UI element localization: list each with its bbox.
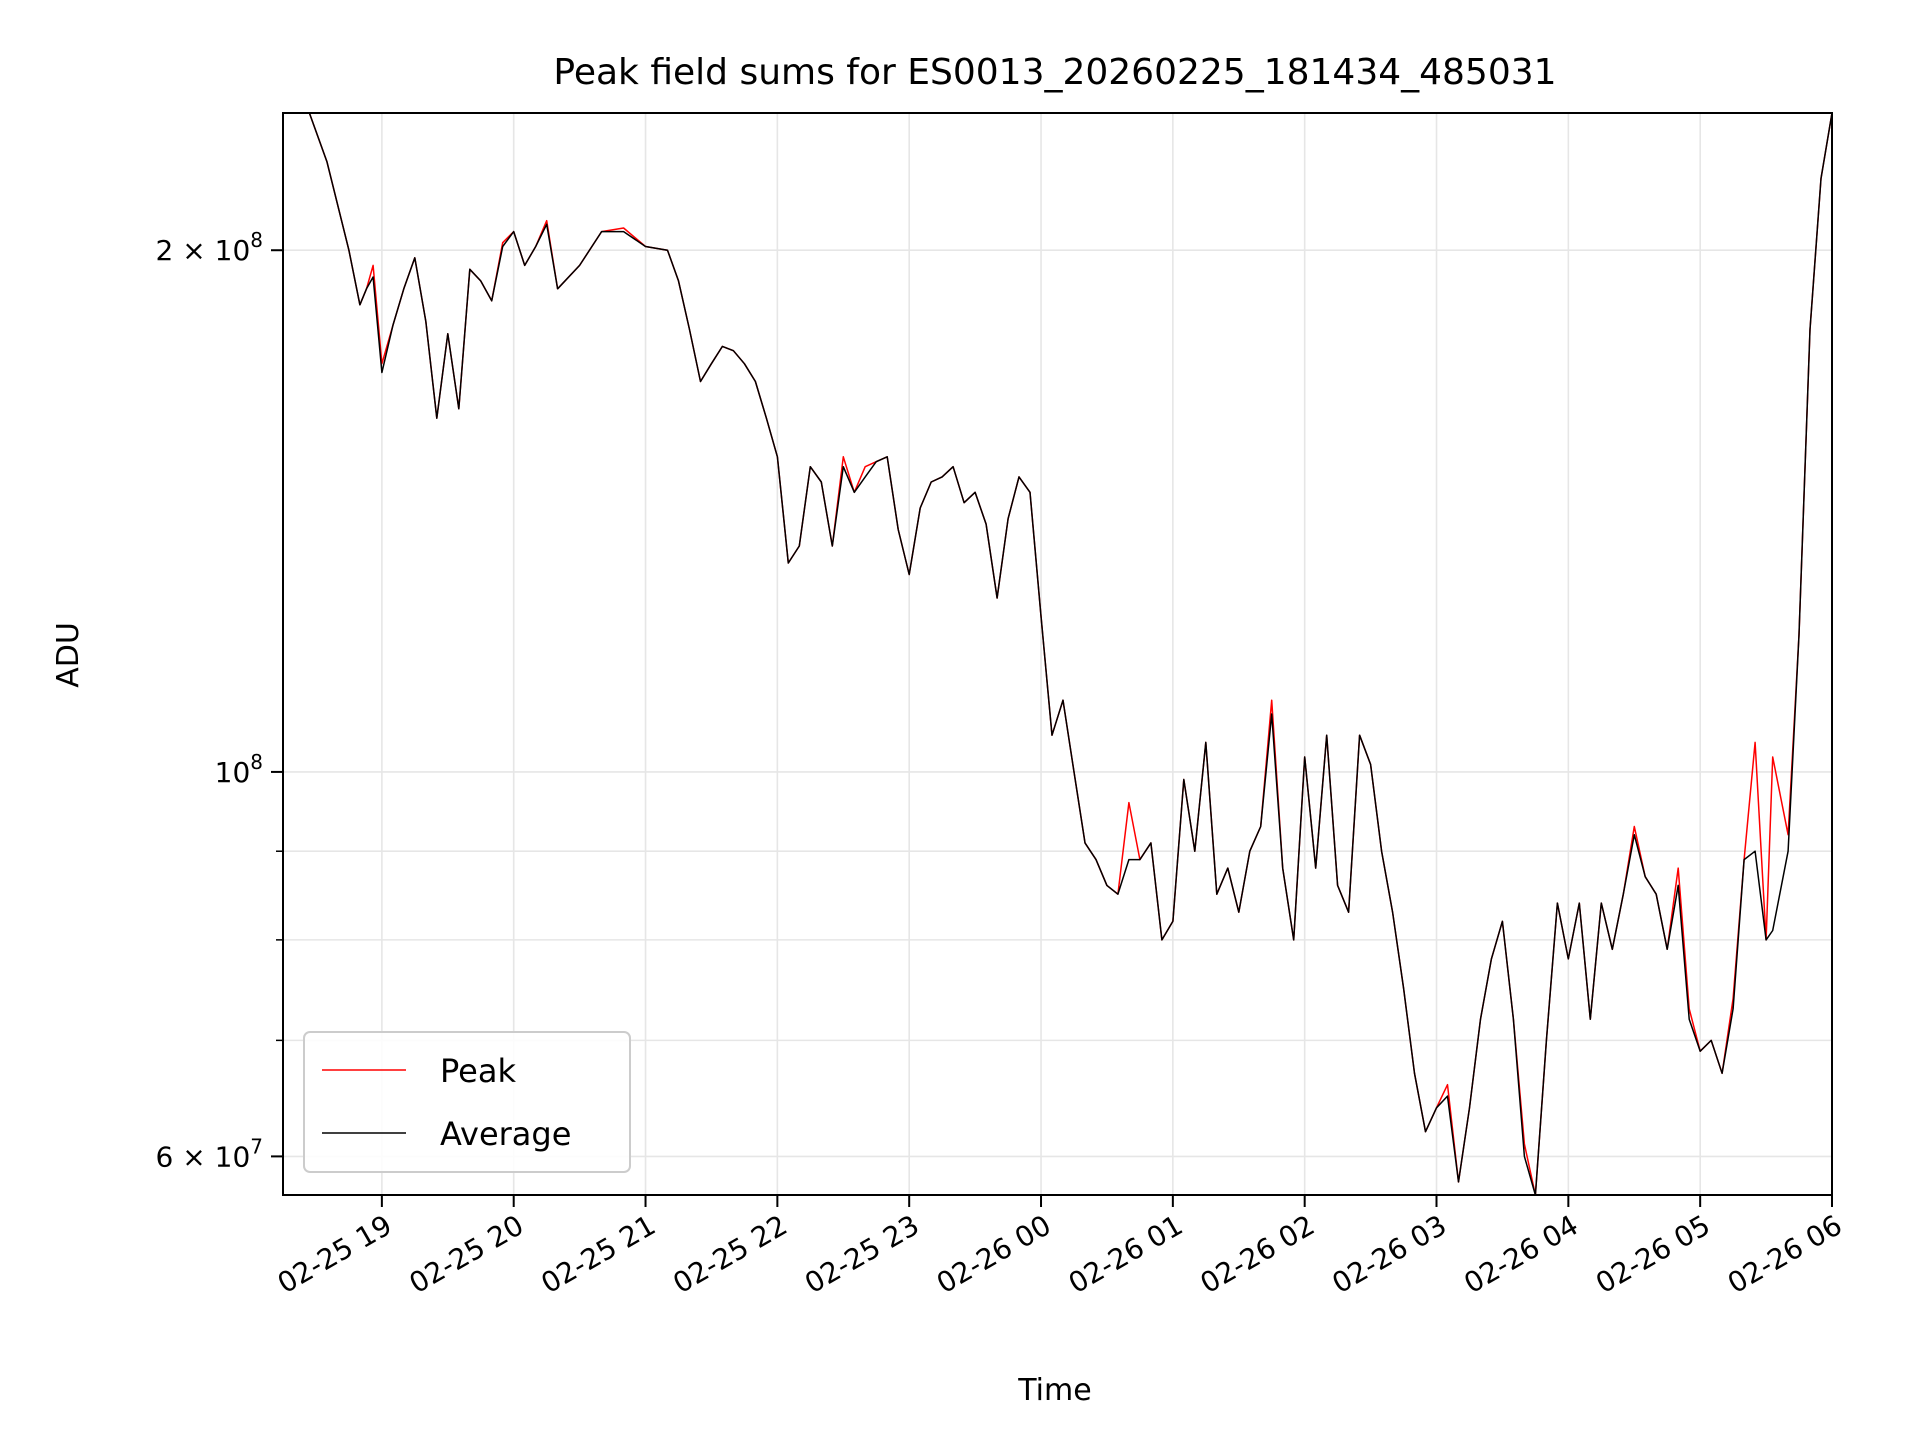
legend-box bbox=[303, 1031, 631, 1173]
plot-series bbox=[283, 113, 1832, 1195]
series-line-average bbox=[283, 113, 1832, 1195]
y-axis-title: ADU bbox=[51, 622, 86, 688]
legend: Peak Average bbox=[303, 1031, 631, 1173]
x-axis-title: Time bbox=[1017, 1373, 1091, 1408]
y-tick-label: 6 × 107 bbox=[156, 1134, 263, 1173]
legend-label-peak: Peak bbox=[440, 1052, 516, 1090]
plot-frame bbox=[282, 112, 1833, 1196]
y-tick-label: 108 bbox=[215, 750, 263, 789]
legend-label-average: Average bbox=[440, 1115, 571, 1153]
chart-title: Peak field sums for ES0013_20260225_1814… bbox=[553, 52, 1556, 93]
y-tick-label: 2 × 108 bbox=[156, 228, 263, 267]
